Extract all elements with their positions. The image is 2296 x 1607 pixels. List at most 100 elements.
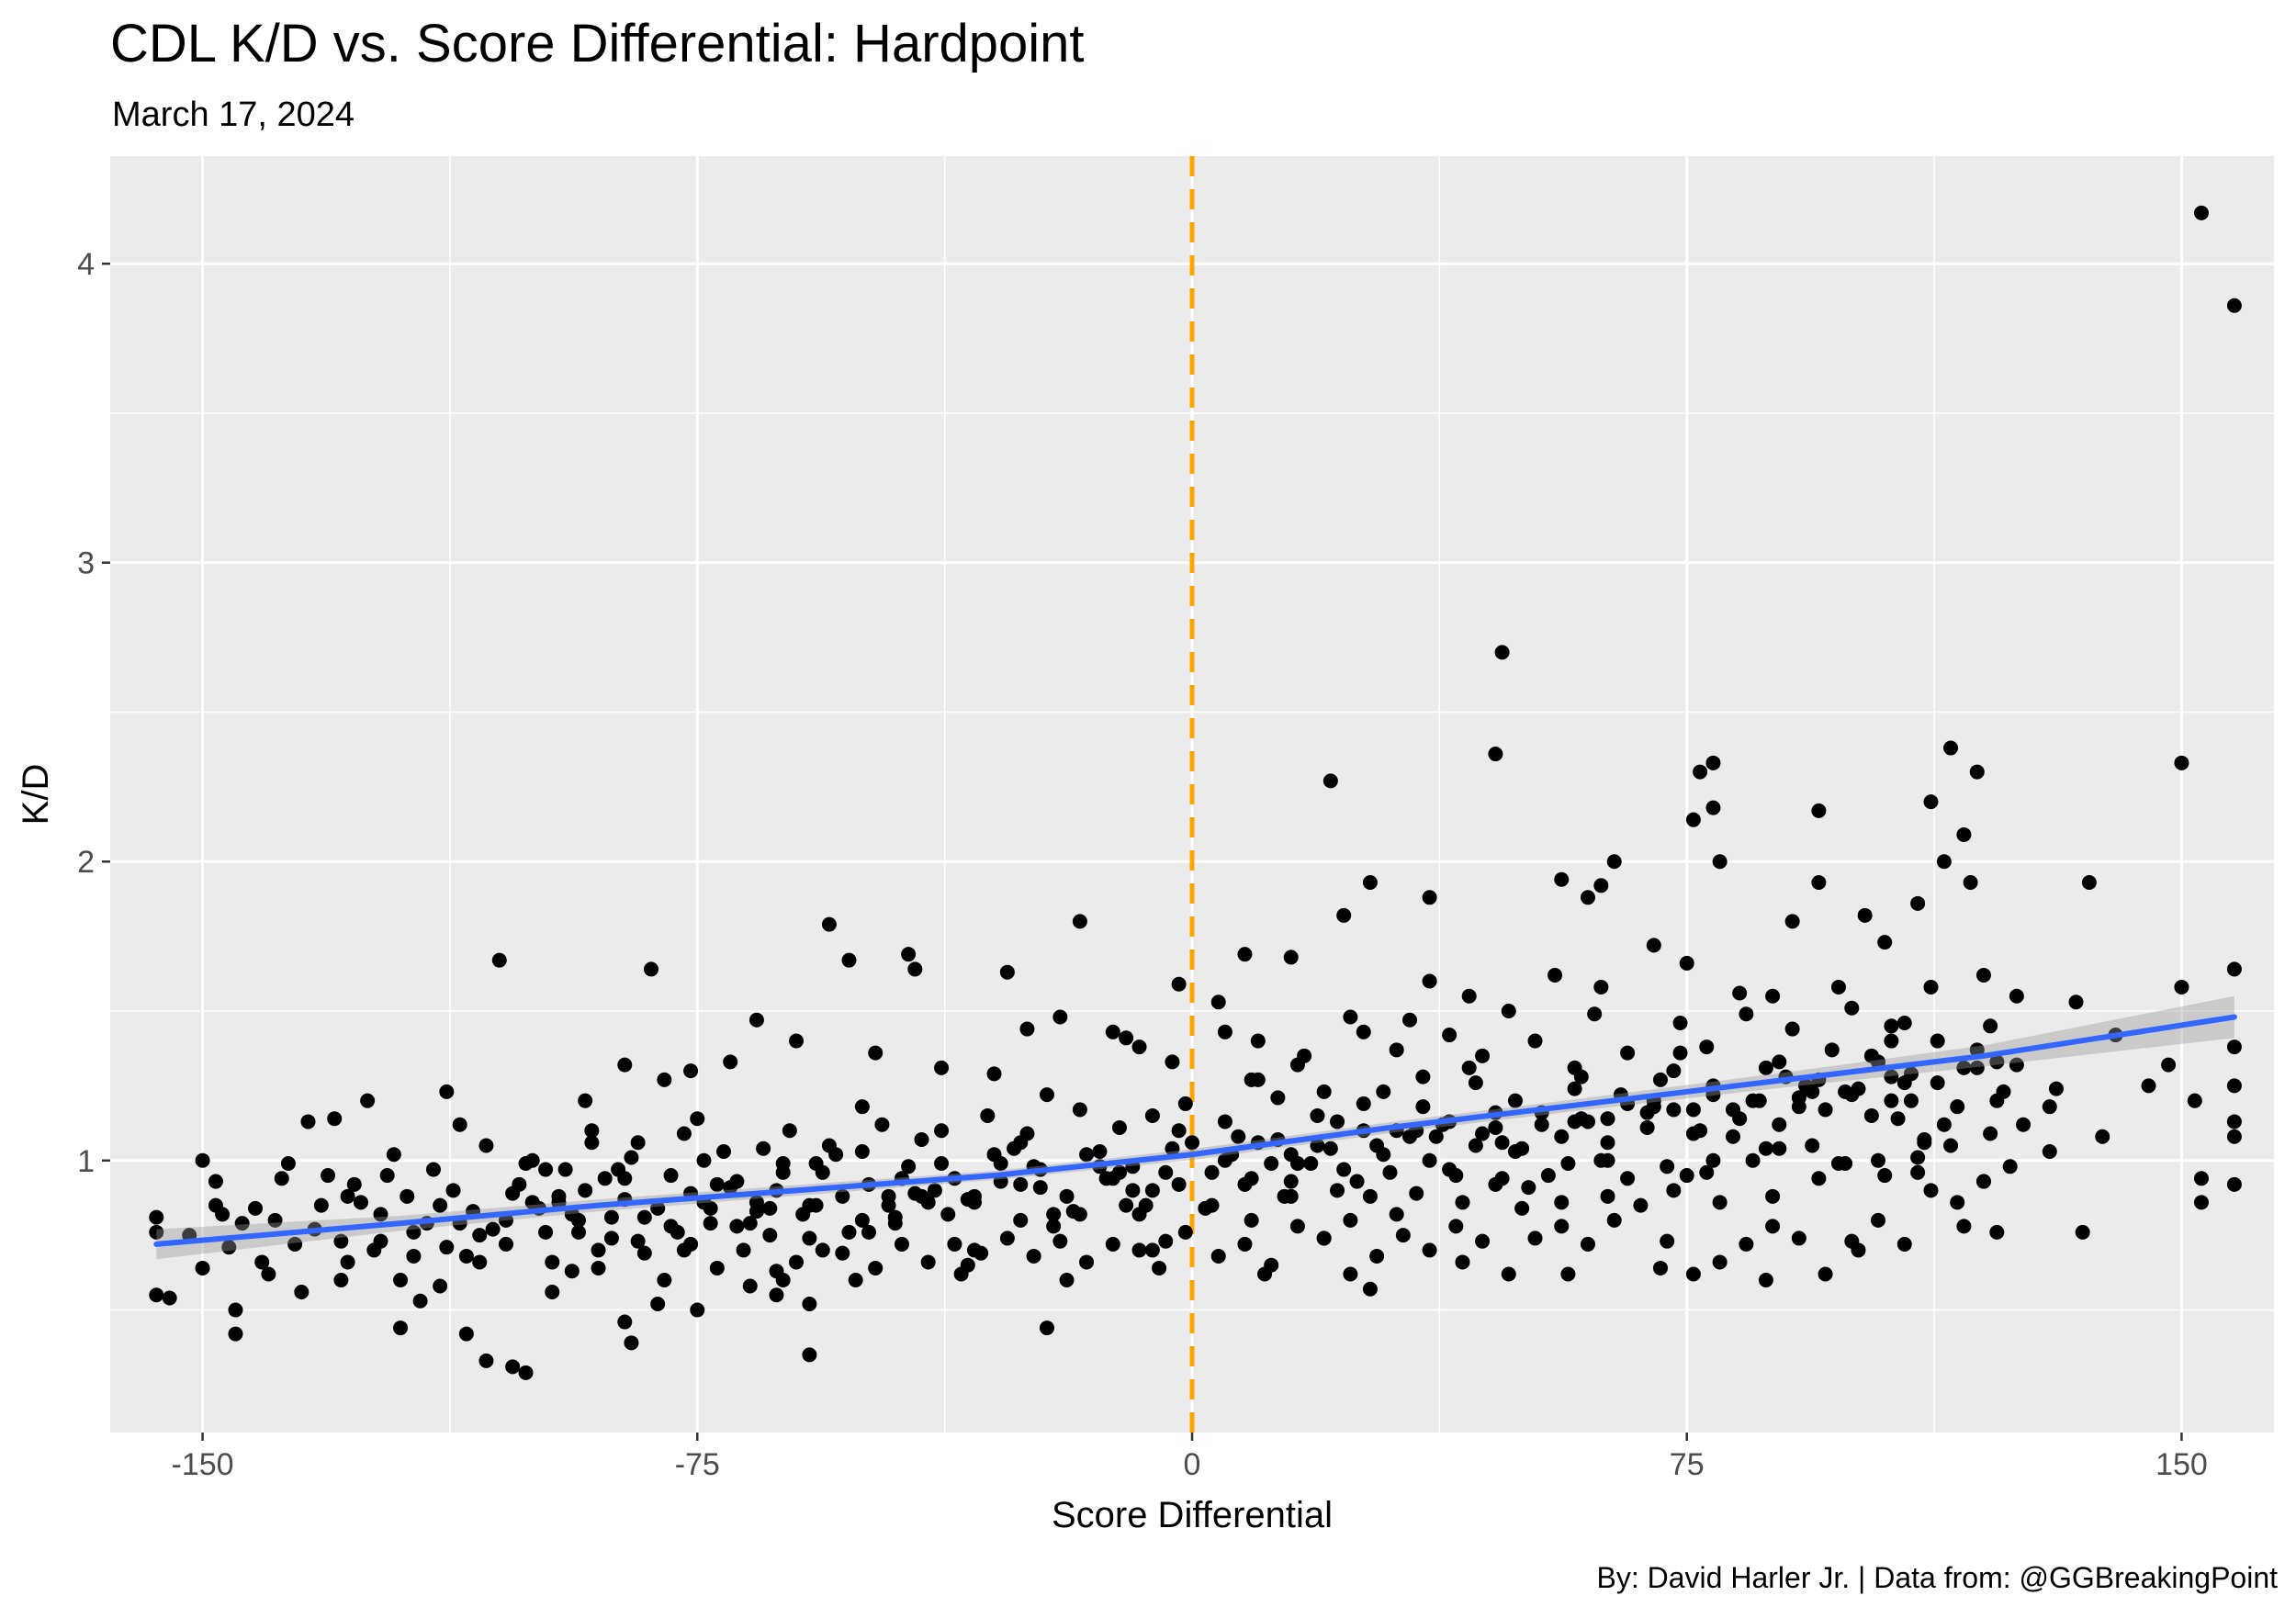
data-point <box>1699 1039 1715 1055</box>
data-point <box>1975 967 1991 983</box>
trend-line <box>153 995 2237 1260</box>
data-point <box>1923 1183 1939 1198</box>
data-point <box>1969 1060 1985 1075</box>
data-point <box>294 1285 310 1300</box>
data-point <box>1554 1219 1570 1234</box>
x-tick-label: 150 <box>2155 1447 2208 1482</box>
data-point <box>2174 979 2189 995</box>
data-point <box>934 1156 950 1172</box>
data-point <box>1316 1231 1332 1246</box>
data-point <box>584 1123 600 1139</box>
data-point <box>1871 1152 1886 1168</box>
data-point <box>1019 1021 1035 1037</box>
data-point <box>1989 1224 2005 1240</box>
data-point <box>2226 1078 2242 1094</box>
data-point <box>1679 955 1694 971</box>
data-point <box>1013 1212 1029 1228</box>
data-point <box>887 1216 903 1231</box>
data-point <box>1660 1233 1675 1249</box>
data-point <box>1257 1266 1273 1282</box>
data-point <box>1646 938 1661 953</box>
data-point <box>1270 1090 1286 1106</box>
data-point <box>1923 979 1939 995</box>
data-point <box>300 1114 316 1129</box>
data-point <box>748 1012 764 1028</box>
data-point <box>1322 1141 1338 1156</box>
data-point <box>2016 1117 2032 1132</box>
y-tick-label: 1 <box>77 1144 95 1179</box>
data-point <box>821 916 837 932</box>
data-point <box>742 1216 758 1231</box>
data-point <box>1983 1126 1998 1141</box>
data-point <box>597 1171 613 1186</box>
data-point <box>1772 1141 1787 1156</box>
x-tick-label: -75 <box>675 1447 720 1482</box>
data-point <box>208 1174 223 1189</box>
data-point <box>841 1224 857 1240</box>
data-point <box>1111 1164 1127 1180</box>
data-point <box>1910 1150 1926 1165</box>
data-point <box>2048 1081 2064 1096</box>
data-point <box>1732 985 1748 1001</box>
data-point <box>518 1156 534 1172</box>
data-point <box>1811 803 1827 818</box>
data-point <box>478 1138 494 1153</box>
data-point <box>1963 875 1978 891</box>
data-point <box>1950 1195 1965 1210</box>
data-point <box>1943 1138 1959 1153</box>
data-point <box>1422 1152 1437 1168</box>
data-point <box>1956 826 1972 842</box>
data-point <box>1784 1021 1800 1037</box>
data-point <box>1488 747 1503 762</box>
data-point <box>1289 1057 1305 1073</box>
data-point <box>1685 1266 1701 1282</box>
chart-title: CDL K/D vs. Score Differential: Hardpoin… <box>110 14 1085 73</box>
data-point <box>894 1236 909 1252</box>
data-point <box>703 1216 718 1231</box>
data-point <box>1210 1248 1226 1264</box>
data-point <box>1884 1033 1899 1049</box>
data-point <box>162 1290 177 1306</box>
data-point <box>1567 1081 1582 1096</box>
data-point <box>1507 1093 1523 1108</box>
data-point <box>1705 755 1721 770</box>
data-point <box>1726 1129 1740 1144</box>
data-point <box>999 964 1015 980</box>
data-point <box>1672 1016 1688 1031</box>
data-point <box>2193 205 2209 220</box>
data-point <box>505 1186 521 1201</box>
data-point <box>748 1204 764 1219</box>
data-point <box>1705 1152 1721 1168</box>
data-point <box>1593 979 1609 995</box>
data-point <box>1059 1272 1075 1287</box>
data-point <box>458 1326 474 1342</box>
data-point <box>1652 1260 1668 1275</box>
data-point <box>2187 1093 2202 1108</box>
data-point <box>874 1117 890 1132</box>
data-point <box>1369 1138 1385 1153</box>
data-point <box>762 1228 778 1243</box>
confidence-band <box>156 995 2234 1260</box>
data-point <box>782 1123 797 1139</box>
data-point <box>1660 1159 1675 1174</box>
data-point <box>1672 1045 1688 1061</box>
data-point <box>1501 1004 1516 1019</box>
data-point <box>1896 1016 1912 1031</box>
data-point <box>1745 1093 1761 1108</box>
x-axis-ticks: -150 -75 0 75 150 <box>172 1433 2208 1482</box>
data-point <box>274 1171 289 1186</box>
data-point <box>1791 1090 1806 1106</box>
data-point <box>1330 1183 1345 1198</box>
data-point <box>676 1126 692 1141</box>
data-point <box>947 1236 962 1252</box>
data-point <box>927 1183 942 1198</box>
data-point <box>149 1287 164 1303</box>
scatter-plot: -150 -75 0 75 150 1 2 3 4 Score Differential K/… <box>16 156 2274 1535</box>
data-point <box>815 1242 830 1258</box>
data-point <box>1540 1168 1556 1184</box>
data-point <box>1838 1156 1853 1172</box>
data-point <box>657 1272 672 1287</box>
data-point <box>452 1117 467 1132</box>
data-point <box>379 1168 395 1184</box>
data-point <box>545 1285 560 1300</box>
